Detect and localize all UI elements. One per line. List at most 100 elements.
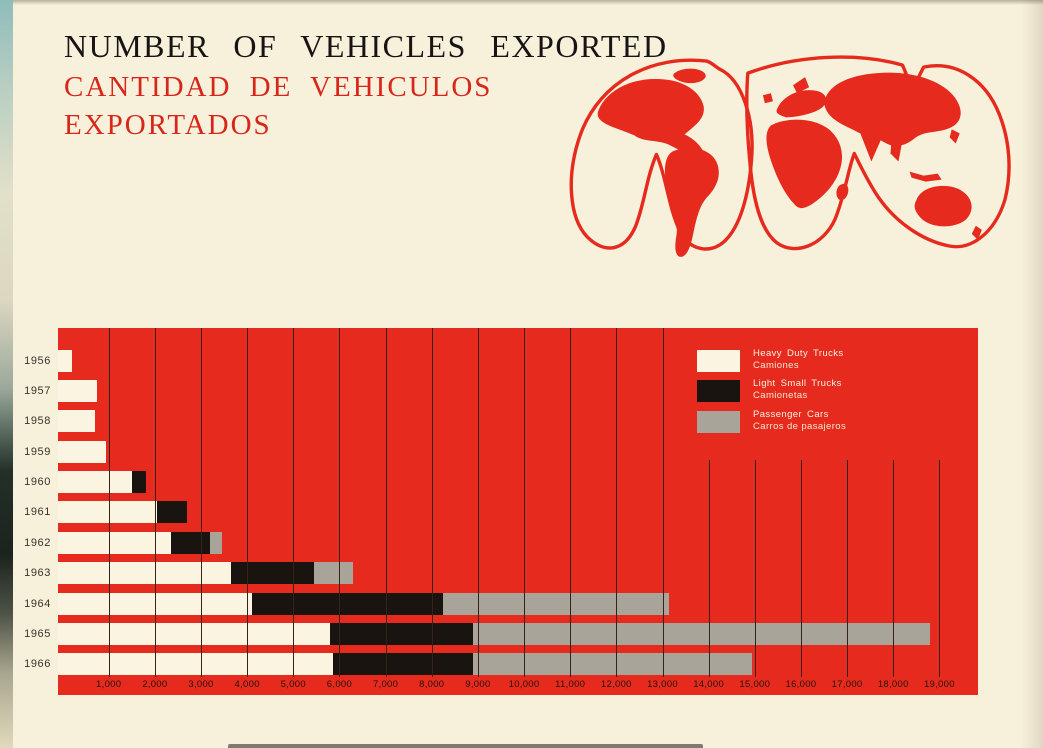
year-label: 1956 <box>24 354 51 367</box>
map-africa <box>766 119 843 209</box>
bar-segment-light-small-trucks <box>157 501 188 524</box>
map-indonesia <box>909 171 942 182</box>
x-axis-tick-label: 14,000 <box>693 679 725 690</box>
legend-label-english: Light Small Trucks <box>753 378 842 390</box>
legend-label-spanish: Carros de pasajeros <box>753 420 847 432</box>
x-gridline <box>524 328 526 677</box>
legend-label-spanish: Camionetas <box>753 390 808 402</box>
year-label: 1965 <box>24 627 51 640</box>
vehicle-export-bar-row <box>58 410 978 433</box>
x-axis-tick-label: 17,000 <box>831 679 863 690</box>
x-gridline <box>662 328 664 677</box>
bar-segment-light-small-trucks <box>330 622 474 645</box>
vehicle-export-bar-row <box>58 622 978 645</box>
legend-swatch <box>697 349 740 372</box>
vehicle-export-bar-row <box>58 471 978 494</box>
bar-segment-heavy-duty-trucks <box>58 622 331 645</box>
x-gridline <box>847 460 849 677</box>
map-india <box>860 133 883 162</box>
x-axis-tick-label: 11,000 <box>555 679 586 690</box>
legend-entry: Light Small Trucks Camionetas <box>697 378 972 404</box>
legend-label-english: Heavy Duty Trucks <box>753 347 844 359</box>
year-label: 1957 <box>24 385 51 398</box>
year-label: 1964 <box>24 597 51 610</box>
year-label: 1960 <box>24 476 51 489</box>
map-lobe-outlines <box>569 55 1011 251</box>
legend-labels: Heavy Duty Trucks Camiones <box>753 348 844 371</box>
map-scandinavia <box>793 77 810 94</box>
bar-segment-heavy-duty-trucks <box>58 410 95 433</box>
x-axis-tick-label: 19,000 <box>923 679 955 690</box>
x-axis-tick-label: 18,000 <box>877 679 909 690</box>
bar-segment-passenger-cars <box>473 653 753 676</box>
legend-swatch <box>697 380 740 403</box>
vehicle-export-bar-row <box>58 531 978 554</box>
page-title-spanish-line2: EXPORTADOS <box>64 109 272 141</box>
legend-label-english: Passenger Cars <box>753 408 829 420</box>
bar-segment-heavy-duty-trucks <box>58 349 72 372</box>
year-label: 1963 <box>24 567 51 580</box>
bar-segment-heavy-duty-trucks <box>58 531 171 554</box>
year-label: 1958 <box>24 415 51 428</box>
page-title-spanish-line1: CANTIDAD DE VEHICULOS <box>64 71 493 103</box>
x-axis-tick-label: 7,000 <box>372 679 399 690</box>
x-gridline <box>339 328 341 677</box>
map-greenland <box>673 68 706 84</box>
bar-segment-passenger-cars <box>443 592 670 615</box>
vehicle-export-bar-row <box>58 592 978 615</box>
bar-segment-light-small-trucks <box>131 471 146 494</box>
map-lobe-americas <box>569 58 754 251</box>
x-axis-tick-label: 13,000 <box>647 679 678 690</box>
x-axis-tick-label: 8,000 <box>419 679 445 690</box>
legend-labels: Passenger Cars Carros de pasajeros <box>753 409 846 432</box>
bar-segment-passenger-cars <box>210 531 222 554</box>
vehicle-export-bar-row <box>58 349 978 372</box>
x-gridline <box>708 460 710 677</box>
bar-segment-heavy-duty-trucks <box>58 653 333 676</box>
x-axis-tick-label: 1,000 <box>96 679 122 690</box>
year-axis: 1956 1957 1958 1959 1960 1961 1962 1963 1964 1965… <box>0 328 54 695</box>
map-europe <box>776 90 827 118</box>
legend-swatch <box>697 410 740 433</box>
scan-bottom-edge <box>228 744 703 748</box>
bar-segment-heavy-duty-trucks <box>58 380 98 403</box>
bar-segment-heavy-duty-trucks <box>58 562 231 585</box>
map-lobe-oldworld <box>745 55 1011 251</box>
x-gridline <box>385 328 387 677</box>
page-title-english: NUMBER OF VEHICLES EXPORTED <box>64 28 668 64</box>
legend-labels: Light Small Trucks Camionetas <box>753 378 842 401</box>
page-top-shade <box>0 0 1043 5</box>
x-gridline <box>247 328 249 677</box>
x-axis-tick-label: 6,000 <box>326 679 353 690</box>
legend-label-spanish: Camiones <box>753 359 799 371</box>
export-chart: Heavy Duty Trucks Camiones Light Small Tru… <box>58 328 978 695</box>
bar-segment-light-small-trucks <box>332 653 474 676</box>
x-gridline <box>154 328 156 677</box>
x-axis-tick-label: 15,000 <box>739 679 771 690</box>
x-gridline <box>570 328 572 677</box>
map-se-asia <box>890 141 902 162</box>
x-gridline <box>939 460 941 677</box>
x-gridline <box>477 328 479 677</box>
x-gridline <box>800 460 802 677</box>
x-gridline <box>108 328 110 677</box>
x-gridline <box>616 328 618 677</box>
x-gridline <box>431 328 433 677</box>
x-axis-tick-label: 3,000 <box>188 679 214 690</box>
vehicle-export-bar-row <box>58 440 978 463</box>
vehicle-export-bar-row <box>58 653 978 676</box>
map-australia <box>914 185 972 227</box>
map-north-america <box>597 78 707 160</box>
map-british-isles <box>762 93 773 104</box>
map-asia <box>824 72 961 146</box>
x-axis-tick-label: 10,000 <box>508 679 540 690</box>
bar-segment-heavy-duty-trucks <box>58 440 107 463</box>
vehicle-export-bar-row <box>58 501 978 524</box>
vehicle-export-bar-row <box>58 380 978 403</box>
x-gridline <box>893 460 895 677</box>
vehicle-export-bar-row <box>58 562 978 585</box>
legend-entry: Heavy Duty Trucks Camiones <box>697 348 972 374</box>
world-map-illustration <box>569 55 1011 257</box>
map-south-america <box>664 147 719 257</box>
